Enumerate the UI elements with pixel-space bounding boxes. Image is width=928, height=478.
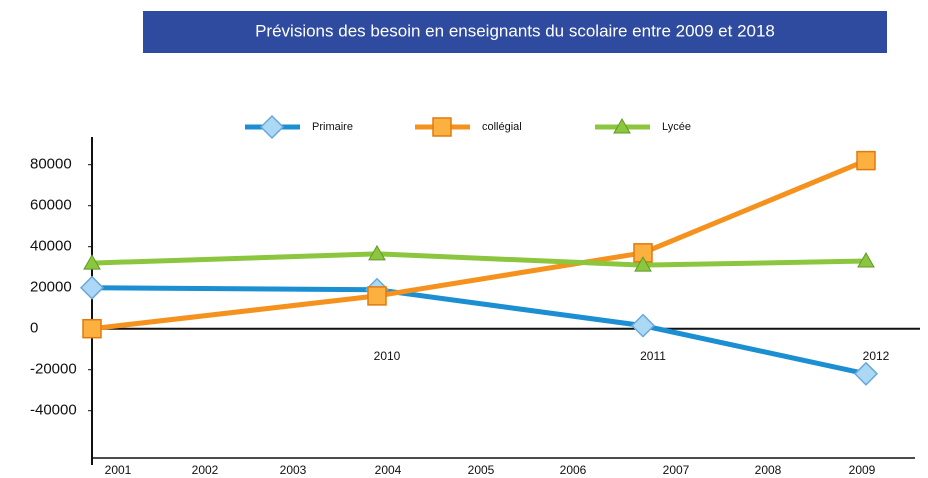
legend-label: Lycée — [662, 121, 691, 133]
y-tick-label: 0 — [30, 320, 38, 337]
data-point — [856, 150, 876, 171]
legend-marker — [613, 117, 631, 134]
data-point — [79, 275, 105, 300]
y-tick-label: 20000 — [30, 279, 72, 296]
x-tick-label: 2012 — [863, 349, 890, 363]
series-line — [91, 251, 867, 268]
legend-marker — [432, 117, 452, 137]
chart-title: Prévisions des besoin en enseignants du … — [255, 21, 775, 40]
data-point — [367, 286, 387, 306]
legend-label: collégial — [482, 121, 522, 133]
bottom-label: 2005 — [468, 463, 495, 477]
data-point — [630, 313, 656, 338]
data-point — [634, 256, 652, 272]
data-point — [853, 361, 879, 386]
series-line — [91, 158, 867, 332]
bottom-label: 2007 — [663, 463, 690, 477]
data-point — [83, 254, 101, 270]
data-point — [82, 318, 102, 339]
bottom-label: 2003 — [280, 463, 307, 477]
bottom-label: 2006 — [560, 463, 587, 477]
bottom-label: 2008 — [755, 463, 782, 477]
y-tick-label: 60000 — [30, 197, 72, 214]
series-line — [91, 285, 867, 377]
legend-label: Primaire — [312, 121, 353, 133]
y-tick-label: 80000 — [30, 156, 72, 173]
bottom-label: 2004 — [375, 463, 402, 477]
bottom-label: 2001 — [105, 463, 132, 477]
title-banner — [143, 11, 887, 53]
x-tick-label: 2010 — [374, 349, 401, 363]
y-tick-label: 40000 — [30, 238, 72, 255]
bottom-label: 2002 — [192, 463, 219, 477]
data-point — [368, 244, 386, 261]
legend-marker — [259, 114, 285, 140]
x-tick-label: 2011 — [640, 349, 666, 363]
y-tick-label: -40000 — [30, 402, 77, 419]
bottom-label: 2009 — [849, 463, 876, 477]
data-point — [857, 252, 875, 268]
y-tick-label: -20000 — [30, 361, 77, 378]
